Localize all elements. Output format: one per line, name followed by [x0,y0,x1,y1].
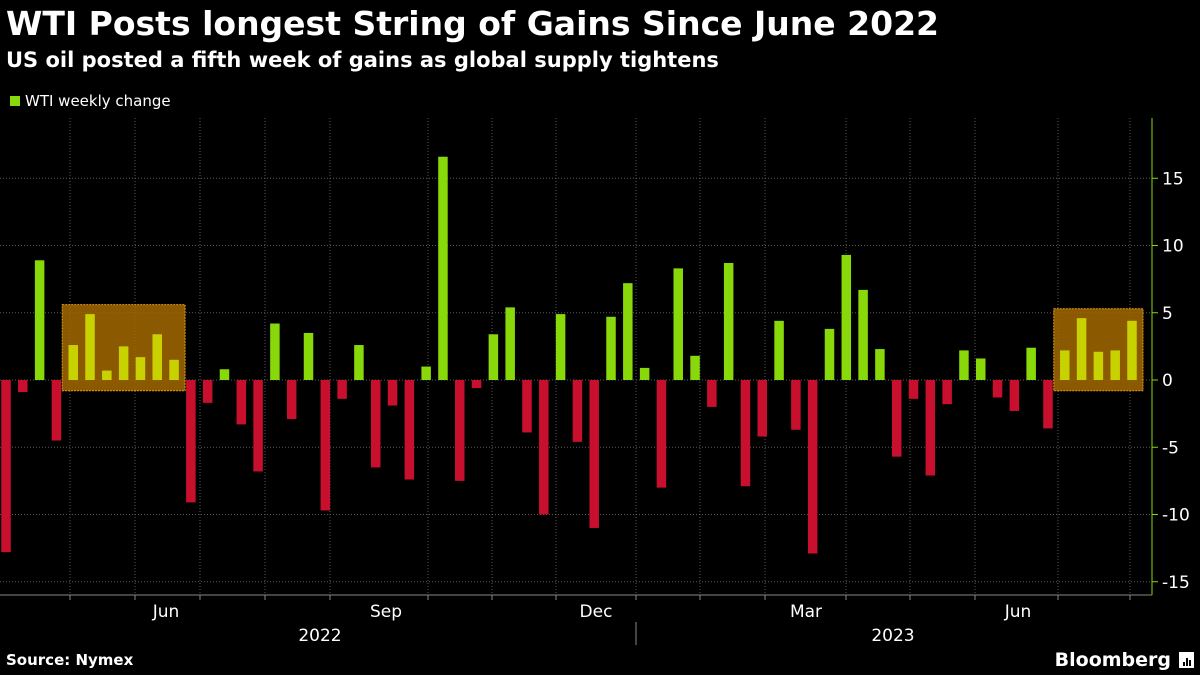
y-tick-label: -10 [1162,506,1190,526]
bar [841,254,852,380]
bar [707,380,717,407]
y-tick-label: -15 [1162,573,1190,593]
bar [1093,351,1104,380]
bar [908,380,919,399]
x-year-label: 2022 [298,626,341,646]
bar [875,349,885,380]
legend-label: WTI weekly change [25,92,171,110]
bar [975,358,986,380]
bar [723,262,734,380]
bar [68,345,78,380]
bar [1,380,11,553]
bar [438,156,448,380]
bar [992,380,1003,398]
brand-name: Bloomberg [1054,649,1171,671]
bar [370,380,381,468]
y-tick-label: -5 [1162,438,1179,458]
bar [202,380,213,403]
bar [639,367,650,380]
x-month-label: Jun [1004,602,1032,622]
bar [118,346,129,380]
x-month-label: Mar [790,602,822,622]
bar [606,316,616,380]
bar [925,380,936,476]
bar [891,380,902,457]
bar [942,380,952,405]
bar [488,334,499,380]
x-month-label: Dec [580,602,613,622]
bar [791,380,801,430]
bar [959,350,969,380]
bar [1043,380,1053,429]
bar [807,380,818,554]
bar [85,314,95,380]
bar [253,380,263,472]
bar [387,380,398,406]
bar [337,380,347,399]
bar [34,260,45,380]
bar [471,380,482,389]
bar [286,380,297,420]
bar [589,380,599,528]
y-tick-label: 10 [1162,237,1184,257]
bar [135,357,146,380]
chart-title: WTI Posts longest String of Gains Since … [6,4,939,43]
bar [572,380,583,442]
bar [740,380,751,487]
brand: Bloomberg [1055,649,1194,671]
bar [186,380,196,503]
bar [690,355,700,380]
bar [303,332,314,380]
bar [236,380,247,425]
bar [320,380,331,511]
bar [505,307,515,380]
legend: WTI weekly change [10,92,171,110]
bar [152,334,163,380]
bar [1009,380,1020,411]
y-tick-label: 0 [1162,371,1173,391]
bar [1076,318,1087,380]
y-tick-label: 15 [1162,169,1184,189]
bar [858,289,868,380]
source-note: Source: Nymex [6,651,134,669]
bar [824,328,835,380]
bloomberg-logo-icon [1179,652,1194,668]
bar [169,359,179,380]
bar [455,380,465,481]
y-tick-label: 5 [1162,304,1173,324]
bar [522,380,532,433]
bar [1060,350,1070,380]
bar [102,370,112,380]
bar [421,366,431,380]
bar [555,314,566,380]
bar [1110,350,1120,380]
bar [1127,320,1137,380]
bar [270,323,280,380]
legend-swatch [10,96,20,106]
bar [539,380,549,515]
bar [656,380,667,488]
bar [673,268,683,380]
bar [757,380,768,437]
x-month-label: Sep [370,602,402,622]
x-year-label: 2023 [871,626,914,646]
bar [774,320,784,380]
bar [623,283,633,380]
bar [404,380,415,480]
chart-subtitle: US oil posted a fifth week of gains as g… [6,48,719,72]
bar [219,369,230,380]
x-month-label: Jun [152,602,180,622]
bar [18,380,28,393]
bar [354,345,364,380]
bar [51,380,62,441]
bar [1026,347,1036,380]
